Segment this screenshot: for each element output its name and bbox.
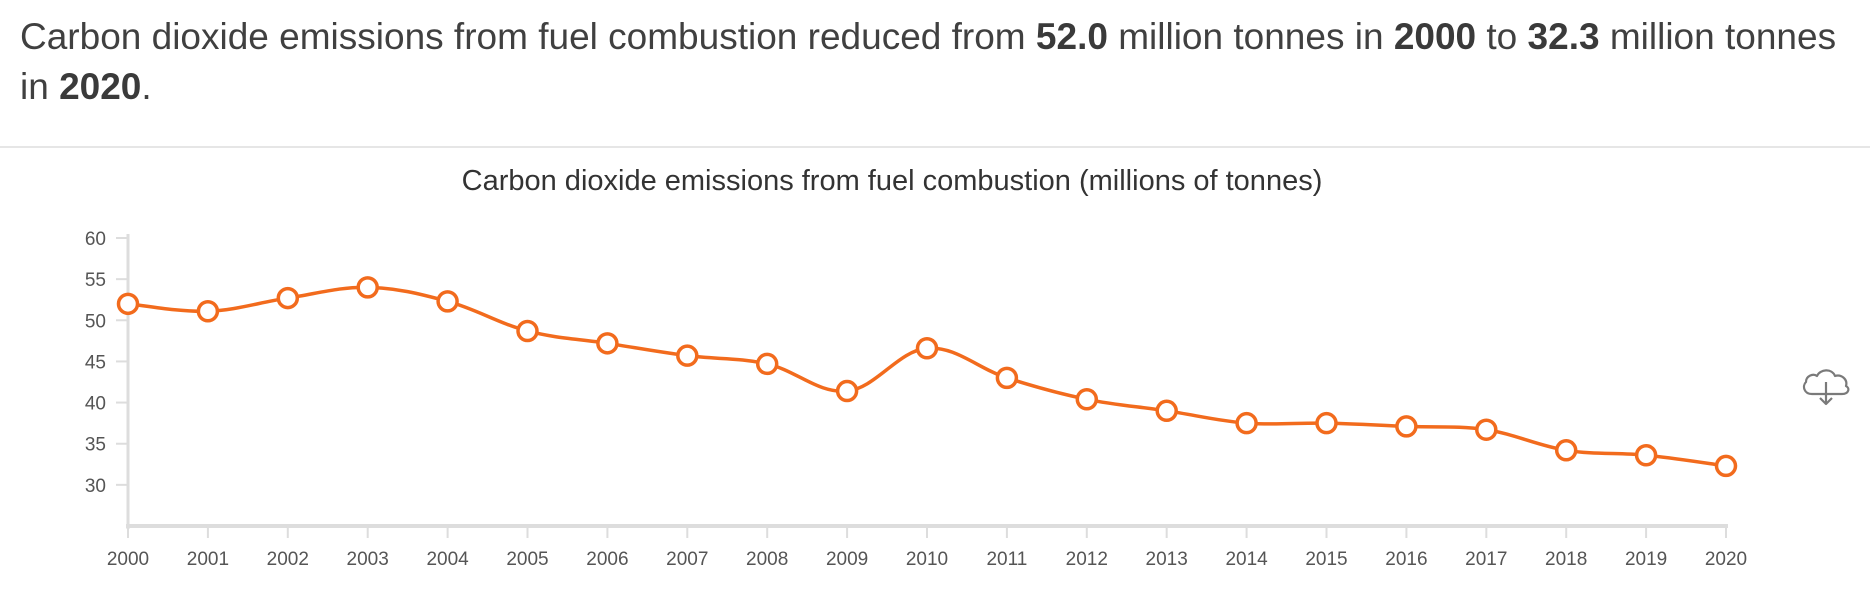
x-tick-label: 2015 [1305, 549, 1347, 570]
x-tick-label: 2004 [426, 549, 469, 570]
x-tick-label: 2001 [187, 549, 229, 570]
data-point[interactable] [835, 379, 859, 403]
cloud-download-icon[interactable] [1798, 360, 1854, 408]
data-point[interactable] [596, 332, 619, 355]
x-tick-label: 2012 [1066, 549, 1108, 570]
data-point[interactable] [436, 290, 459, 313]
data-point[interactable] [676, 344, 699, 367]
y-tick-label: 35 [85, 435, 106, 456]
x-axis: 2000 2001 2002 2003 2004 2005 2006 2007 2008 2009… [107, 524, 1747, 570]
data-point[interactable] [1395, 415, 1418, 438]
series-layer [116, 276, 1738, 478]
summary-part: . [141, 66, 152, 107]
x-tick-label: 2010 [906, 549, 948, 570]
x-tick-label: 2016 [1385, 549, 1427, 570]
section-divider [0, 146, 1870, 148]
data-point[interactable] [196, 299, 220, 323]
x-tick-label: 2009 [826, 549, 868, 570]
summary-part: million tonnes in [1107, 16, 1394, 57]
data-point[interactable] [1634, 443, 1658, 467]
start-value: 52.0 [1035, 16, 1108, 57]
data-point[interactable] [116, 292, 140, 316]
x-tick-label: 2013 [1146, 549, 1188, 570]
x-tick-label: 2007 [666, 549, 708, 570]
data-point[interactable] [516, 319, 539, 343]
data-point[interactable] [755, 352, 779, 376]
data-point[interactable] [1075, 388, 1099, 411]
x-tick-label: 2017 [1465, 549, 1507, 570]
end-year: 2020 [59, 66, 142, 107]
y-tick-label: 45 [85, 352, 106, 373]
line-chart: Carbon dioxide emissions from fuel combu… [85, 165, 1747, 570]
y-tick-label: 30 [85, 476, 106, 497]
chart-title: Carbon dioxide emissions from fuel combu… [462, 165, 1323, 197]
data-point[interactable] [276, 286, 300, 310]
y-axis: 30 35 40 45 50 55 60 [85, 229, 130, 529]
x-tick-label: 2018 [1545, 549, 1587, 570]
start-year: 2000 [1393, 16, 1477, 57]
data-point[interactable] [1714, 454, 1738, 478]
x-tick-label: 2014 [1225, 549, 1268, 570]
data-point[interactable] [1235, 411, 1258, 435]
summary-part: million tonnes in [20, 16, 1837, 107]
x-tick-label: 2005 [506, 549, 548, 570]
summary-part: Carbon dioxide emissions from fuel combu… [20, 16, 1036, 57]
data-point[interactable] [1554, 439, 1578, 462]
data-point[interactable] [356, 276, 379, 299]
x-tick-label: 2020 [1705, 549, 1747, 570]
x-tick-label: 2003 [347, 549, 389, 570]
y-tick-label: 50 [85, 311, 106, 332]
data-point[interactable] [1155, 399, 1178, 423]
x-tick-label: 2002 [267, 549, 309, 570]
summary-part: to [1476, 16, 1528, 57]
y-tick-label: 60 [85, 229, 106, 250]
y-tick-label: 40 [85, 394, 106, 415]
chart-container: Carbon dioxide emissions from fuel combu… [0, 148, 1870, 604]
data-point[interactable] [1315, 411, 1338, 435]
x-tick-label: 2006 [586, 549, 628, 570]
x-tick-label: 2000 [107, 549, 149, 570]
x-tick-label: 2011 [986, 549, 1027, 570]
x-tick-label: 2019 [1625, 549, 1667, 570]
summary-text: Carbon dioxide emissions from fuel combu… [20, 12, 1840, 112]
data-point[interactable] [995, 366, 1019, 390]
y-tick-label: 55 [85, 270, 106, 291]
data-point[interactable] [915, 337, 939, 360]
x-tick-label: 2008 [746, 549, 788, 570]
data-point[interactable] [1475, 418, 1498, 441]
end-value: 32.3 [1527, 16, 1600, 57]
